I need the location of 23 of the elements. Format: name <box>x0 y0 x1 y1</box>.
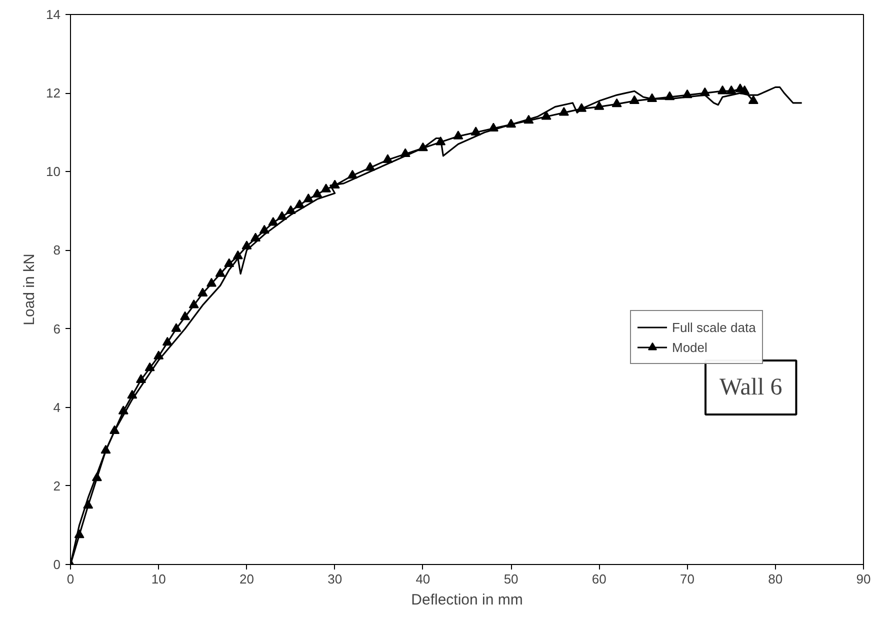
legend-label: Full scale data <box>672 320 756 334</box>
y-tick-label: 10 <box>46 164 61 180</box>
y-tick-label: 12 <box>46 86 61 101</box>
legend-label: Model <box>672 340 708 354</box>
x-tick-label: 30 <box>328 572 342 586</box>
y-tick-label: 6 <box>53 321 61 336</box>
x-tick-label: 40 <box>416 572 430 586</box>
x-tick-label: 70 <box>680 572 695 586</box>
x-tick-label: 20 <box>239 572 254 586</box>
y-tick-label: 14 <box>46 7 61 22</box>
x-tick-label: 90 <box>856 572 871 586</box>
annotation: Wall 6 <box>720 374 782 400</box>
x-tick-label: 10 <box>151 572 166 586</box>
y-tick-label: 2 <box>53 478 61 494</box>
x-tick-label: 0 <box>66 572 74 586</box>
x-tick-label: 80 <box>768 572 783 586</box>
y-tick-label: 0 <box>53 557 61 572</box>
y-axis-title: Load in kN <box>21 254 38 326</box>
x-tick-label: 50 <box>504 572 518 586</box>
x-tick-label: 60 <box>592 572 606 586</box>
y-tick-label: 4 <box>53 400 61 415</box>
y-tick-label: 8 <box>53 242 61 258</box>
x-axis-title: Deflection in mm <box>411 592 523 608</box>
